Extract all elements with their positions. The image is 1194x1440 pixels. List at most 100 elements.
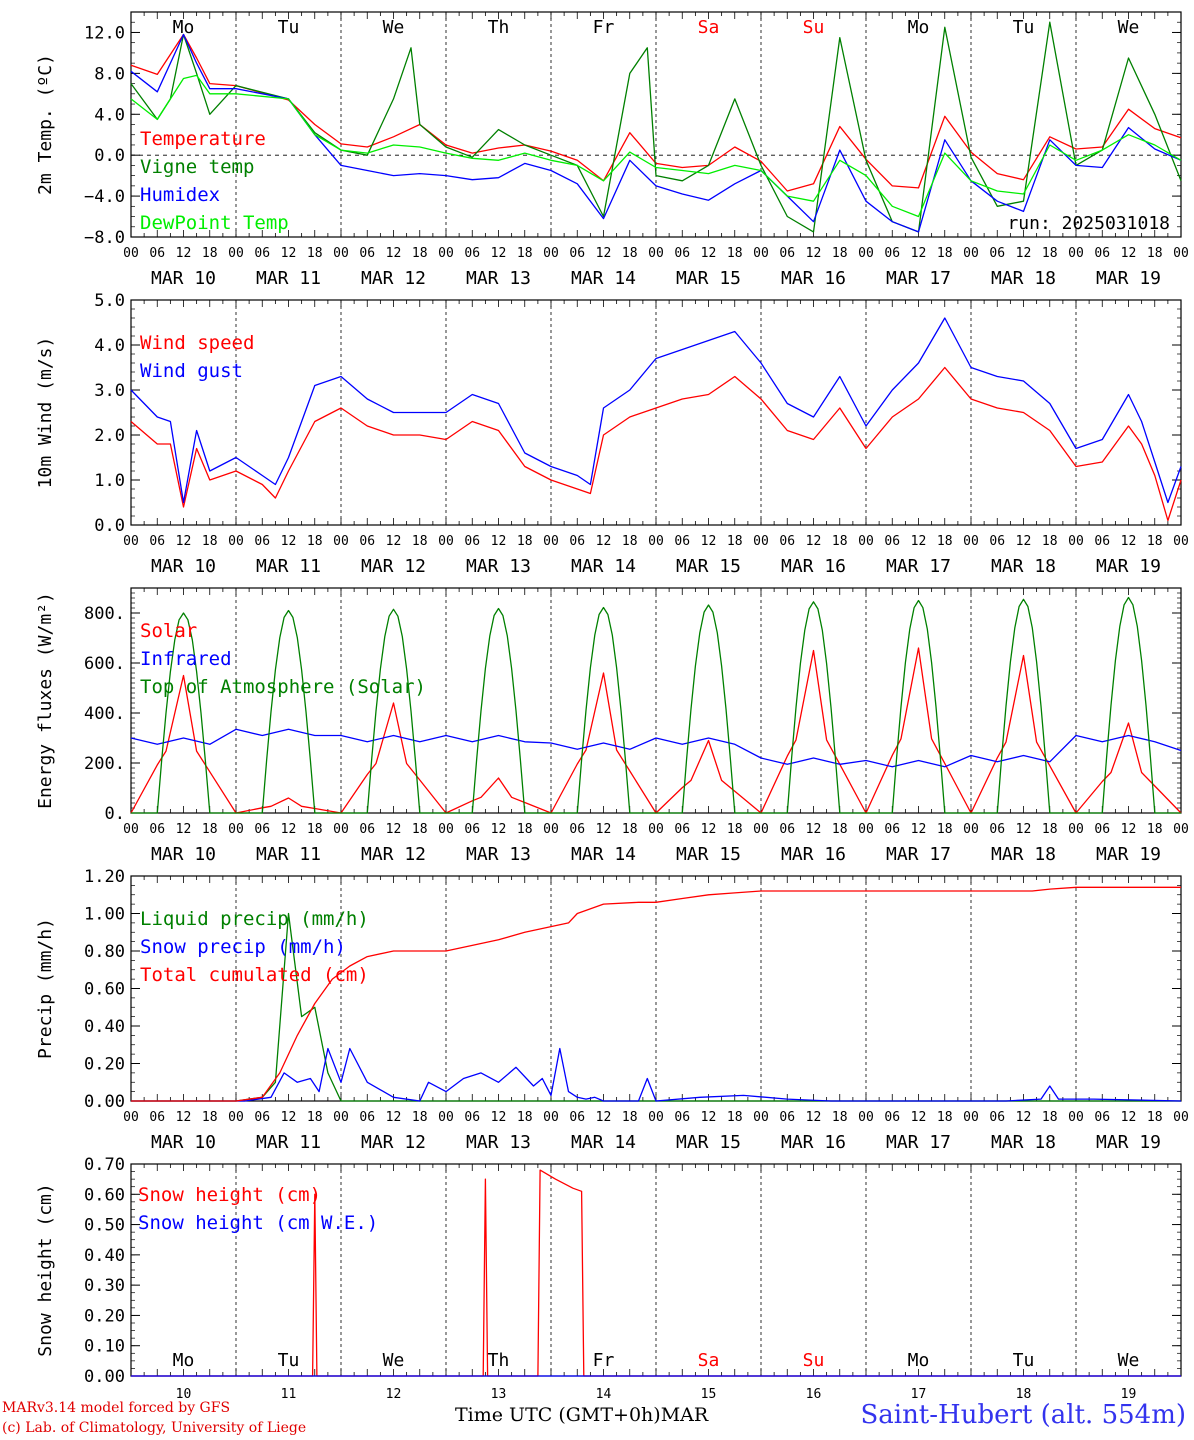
- hour-label: 00: [333, 246, 349, 261]
- date-label: MAR 15: [676, 556, 741, 577]
- hour-label: 12: [596, 246, 612, 261]
- hour-label: 18: [832, 1110, 848, 1125]
- weekday-label: Tu: [278, 17, 300, 38]
- hour-label: 12: [386, 534, 402, 549]
- date-label: MAR 11: [256, 844, 321, 865]
- y-tick-label: 400.: [84, 704, 125, 724]
- series-infrared: [130, 728, 1182, 768]
- date-label: MAR 11: [256, 1132, 321, 1153]
- date-label: MAR 10: [151, 844, 216, 865]
- series-3: [131, 886, 1181, 1102]
- hour-label: 00: [123, 822, 139, 837]
- weekday-label: Mo: [173, 17, 195, 38]
- panel-2: 5.0 4.0 3.0 2.0 1.0 0.0 10m Wind (m/s) 00 06 12 18…: [35, 291, 1189, 577]
- time-label: Time UTC (GMT+0h): [455, 1404, 661, 1426]
- hour-label: 18: [1042, 246, 1058, 261]
- hour-label: 06: [359, 822, 375, 837]
- date-label: MAR 18: [991, 844, 1056, 865]
- hour-label: 06: [884, 246, 900, 261]
- date-label: MAR 17: [886, 556, 951, 577]
- hour-label: 18: [937, 1110, 953, 1125]
- hour-label: 00: [228, 534, 244, 549]
- legend-entry: Solar: [140, 620, 197, 642]
- hour-label: 00: [648, 822, 664, 837]
- y-tick-label: 0.30: [84, 1276, 125, 1296]
- weekday-label: We: [1118, 17, 1140, 38]
- series-1: [130, 33, 1182, 192]
- hour-label: 12: [281, 246, 297, 261]
- hour-label: 00: [438, 822, 454, 837]
- date-label: MAR 13: [466, 1132, 531, 1153]
- hour-label: 06: [254, 1110, 270, 1125]
- legend-entry: Humidex: [140, 184, 220, 206]
- hour-label: 12: [1016, 822, 1032, 837]
- hour-label: 18: [202, 534, 218, 549]
- weekday-label-bottom: Mo: [908, 1350, 930, 1371]
- hour-label: 06: [254, 534, 270, 549]
- hour-label: 06: [464, 1110, 480, 1125]
- hour-label: 06: [254, 822, 270, 837]
- hour-label: 12: [911, 822, 927, 837]
- hour-label: 18: [307, 822, 323, 837]
- hour-label: 18: [727, 534, 743, 549]
- hour-label: 18: [1042, 822, 1058, 837]
- hour-label: 00: [858, 1110, 874, 1125]
- date-label: MAR 15: [676, 1132, 741, 1153]
- hour-label: 00: [228, 822, 244, 837]
- day-number-label: 10: [176, 1387, 192, 1402]
- hour-label: 18: [727, 246, 743, 261]
- hour-label: 18: [1042, 534, 1058, 549]
- y-tick-label: 0.00: [84, 1367, 125, 1387]
- hour-label: 18: [412, 822, 428, 837]
- hour-label: 06: [779, 246, 795, 261]
- legend-entry: Wind speed: [140, 332, 254, 354]
- hour-label: 12: [176, 534, 192, 549]
- hour-label: 12: [1016, 246, 1032, 261]
- hour-label: 18: [202, 246, 218, 261]
- hour-label: 00: [543, 1110, 559, 1125]
- hour-label: 18: [517, 534, 533, 549]
- y-axis-label: 10m Wind (m/s): [35, 337, 56, 489]
- y-tick-label: 0.50: [84, 1216, 125, 1236]
- y-tick-label: 200.: [84, 754, 125, 774]
- date-label: MAR 16: [781, 844, 846, 865]
- weekday-label: Mo: [908, 17, 930, 38]
- hour-label: 12: [806, 246, 822, 261]
- legend-entry: Top of Atmosphere (Solar): [140, 676, 426, 698]
- y-tick-label: 0.00: [84, 1092, 125, 1112]
- hour-label: 06: [359, 246, 375, 261]
- hour-label: 12: [176, 246, 192, 261]
- hour-label: 00: [1068, 246, 1084, 261]
- panel-5: 0.70 0.60 0.50 0.40 0.30 0.20 0.10 0.00 Snow hei…: [35, 1155, 1182, 1387]
- legend-entry: Wind gust: [140, 360, 243, 382]
- weekday-label-bottom: We: [383, 1350, 405, 1371]
- hour-label: 06: [884, 534, 900, 549]
- weekday-label: We: [383, 17, 405, 38]
- date-label: MAR 19: [1096, 556, 1161, 577]
- weekday-label-bottom: We: [1118, 1350, 1140, 1371]
- day-number-label: 16: [806, 1387, 822, 1402]
- hour-label: 06: [1094, 822, 1110, 837]
- hour-label: 00: [1173, 246, 1189, 261]
- y-tick-label: 2.0: [94, 426, 125, 446]
- hour-label: 18: [937, 534, 953, 549]
- hour-label: 00: [123, 246, 139, 261]
- hour-label: 00: [648, 246, 664, 261]
- y-tick-label: 0.0: [94, 146, 125, 166]
- hour-label: 06: [989, 534, 1005, 549]
- hour-label: 06: [149, 822, 165, 837]
- y-tick-label: 0.60: [84, 1185, 125, 1205]
- hour-label: 06: [464, 246, 480, 261]
- legend-entry: Vigne temp: [140, 156, 254, 178]
- date-label: MAR 15: [676, 844, 741, 865]
- date-label: MAR 10: [151, 556, 216, 577]
- y-tick-label: 8.0: [94, 64, 125, 84]
- hour-label: 00: [753, 246, 769, 261]
- y-tick-label: 1.0: [94, 471, 125, 491]
- hour-label: 18: [1147, 534, 1163, 549]
- y-tick-label: 0.: [105, 804, 125, 824]
- hour-label: 18: [1147, 246, 1163, 261]
- hour-label: 00: [753, 1110, 769, 1125]
- hour-label: 12: [911, 1110, 927, 1125]
- model-credit: MARv3.14 model forced by GFS: [2, 1400, 231, 1416]
